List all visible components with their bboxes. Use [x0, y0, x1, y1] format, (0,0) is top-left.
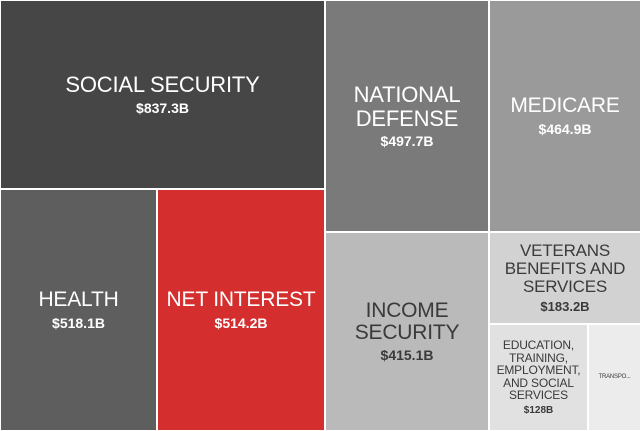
- tile-label: SOCIAL SECURITY: [65, 72, 260, 98]
- tile-national-defense: NATIONAL DEFENSE $497.7B: [325, 0, 489, 232]
- tile-income-security: INCOME SECURITY $415.1B: [325, 232, 489, 431]
- tile-medicare: MEDICARE $464.9B: [489, 0, 641, 232]
- tile-value: $183.2B: [540, 298, 590, 314]
- tile-value: $128B: [523, 404, 554, 416]
- tile-veterans-benefits-and-services: VETERANS BENEFITS AND SERVICES $183.2B: [489, 232, 641, 324]
- tile-value: $518.1B: [52, 314, 105, 331]
- tile-label: EDUCATION, TRAINING, EMPLOYMENT, AND SOC…: [496, 338, 581, 403]
- tile-health: HEALTH $518.1B: [0, 189, 157, 431]
- tile-social-security: SOCIAL SECURITY $837.3B: [0, 0, 325, 189]
- tile-transpo: TRANSPO...: [588, 324, 641, 431]
- tile-label: NET INTEREST: [166, 288, 316, 312]
- tile-value: $497.7B: [380, 132, 434, 149]
- tile-label: VETERANS BENEFITS AND SERVICES: [504, 241, 626, 296]
- tile-education-training-employment-and-social-services: EDUCATION, TRAINING, EMPLOYMENT, AND SOC…: [489, 324, 588, 431]
- tile-value: $837.3B: [136, 99, 189, 116]
- tile-label: HEALTH: [38, 288, 119, 312]
- tile-value: $464.9B: [538, 120, 592, 137]
- tile-value: $514.2B: [214, 314, 268, 331]
- tile-label: MEDICARE: [510, 94, 620, 118]
- tile-label: TRANSPO...: [598, 374, 631, 381]
- tile-net-interest: NET INTEREST $514.2B: [157, 189, 325, 431]
- tile-value: $415.1B: [380, 347, 434, 364]
- tile-label: NATIONAL DEFENSE: [353, 82, 461, 131]
- tile-label: INCOME SECURITY: [354, 298, 460, 344]
